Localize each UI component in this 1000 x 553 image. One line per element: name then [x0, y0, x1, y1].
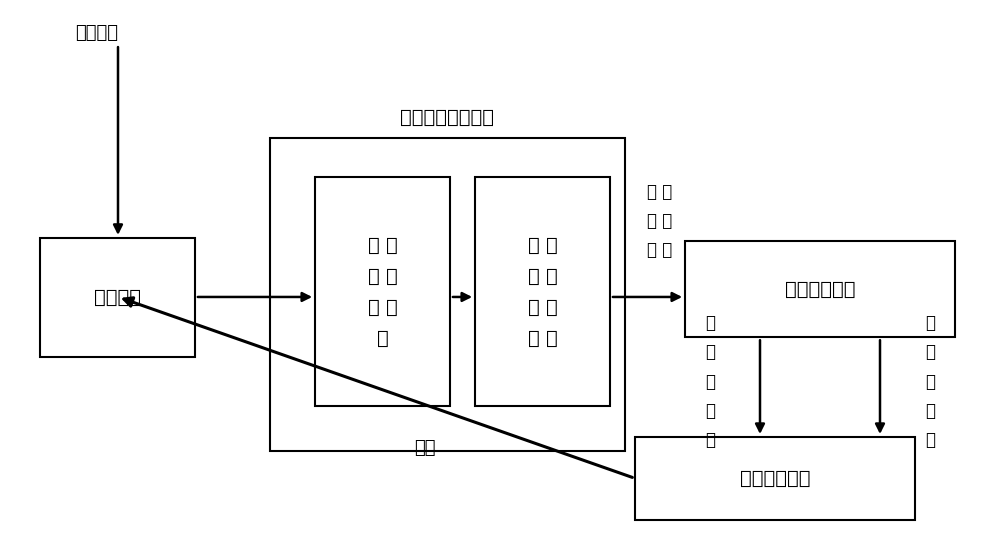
Bar [685, 241, 955, 337]
Bar [635, 437, 915, 520]
Bar [315, 177, 450, 406]
Text: 动作执行单元: 动作执行单元 [740, 469, 810, 488]
Text: 环 境
数 据
库 模
块: 环 境 数 据 库 模 块 [368, 236, 397, 348]
Text: 刺激程度评价单元: 刺激程度评价单元 [400, 108, 494, 127]
Bar [270, 138, 625, 451]
Text: 行 为
控 制
指 令: 行 为 控 制 指 令 [647, 183, 672, 259]
Bar [475, 177, 610, 406]
Text: 环境信息: 环境信息 [75, 24, 118, 42]
Text: 驱
动
式
指
令: 驱 动 式 指 令 [925, 314, 935, 449]
Text: 外 界
刺 激
评 价
模 块: 外 界 刺 激 评 价 模 块 [528, 236, 557, 348]
Text: 反
应
式
指
令: 反 应 式 指 令 [705, 314, 715, 449]
Text: 行为控制单元: 行为控制单元 [785, 279, 855, 299]
Text: 感知单元: 感知单元 [94, 288, 141, 307]
Text: 动作: 动作 [414, 439, 436, 457]
Bar [40, 238, 195, 357]
